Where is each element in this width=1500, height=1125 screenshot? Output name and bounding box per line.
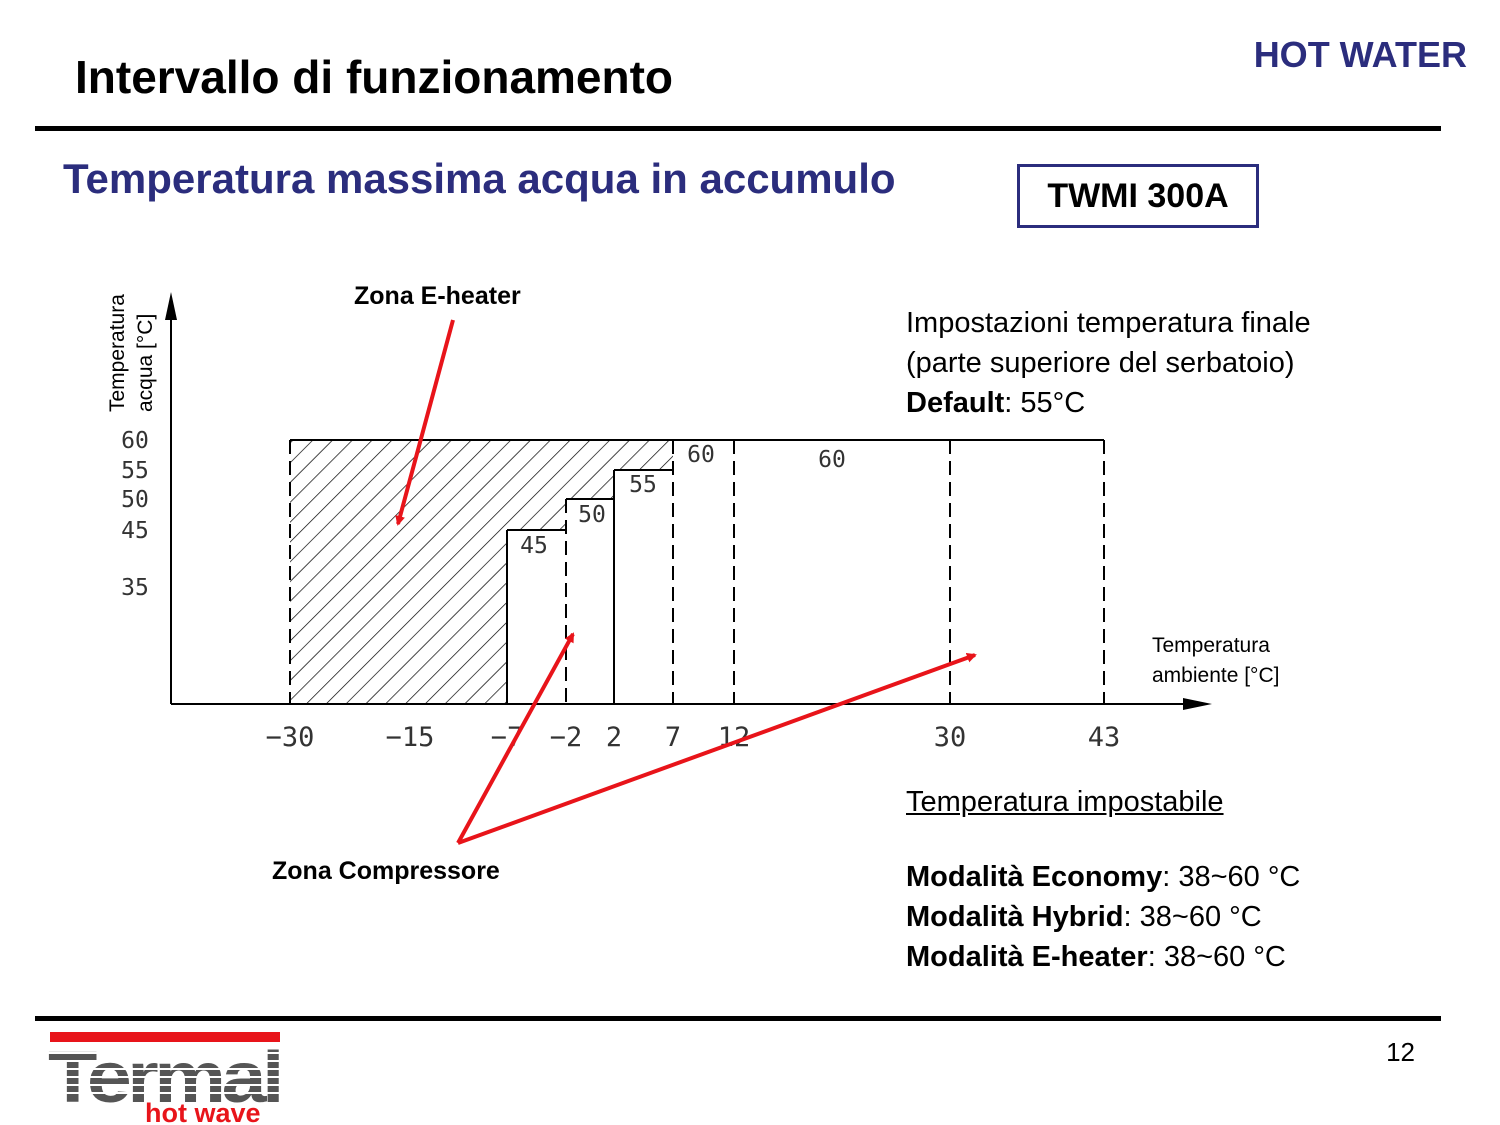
compressor-arrow-right bbox=[457, 653, 977, 845]
y-tick-label: 35 bbox=[121, 575, 149, 601]
y-tick-label: 55 bbox=[121, 458, 149, 484]
page-number: 12 bbox=[1386, 1037, 1415, 1067]
mode-range: : 38~60 °C bbox=[1123, 901, 1262, 933]
step-value-label: 45 bbox=[520, 533, 548, 559]
mode-item: Modalità E-heater: 38~60 °C bbox=[906, 937, 1300, 977]
page-title: Intervallo di funzionamento bbox=[75, 51, 674, 103]
model-badge: TWMI 300A bbox=[1017, 164, 1259, 228]
compressor-step bbox=[614, 470, 673, 704]
step-value-label: 60 bbox=[818, 447, 846, 473]
x-axis-label-1: Temperatura bbox=[1152, 634, 1270, 657]
logo-tagline: hot wave bbox=[145, 1098, 261, 1125]
mode-name: Modalità Hybrid bbox=[906, 901, 1124, 933]
x-tick-label: −15 bbox=[386, 722, 435, 753]
y-tick-label: 45 bbox=[121, 518, 149, 544]
x-tick-label: 30 bbox=[934, 722, 967, 753]
y-tick-label: 50 bbox=[121, 487, 149, 513]
setting-line-2: (parte superiore del serbatoio) bbox=[906, 347, 1295, 379]
top-divider bbox=[35, 126, 1441, 131]
termal-logo: Termal hot wave bbox=[48, 1032, 284, 1125]
setting-line-1: Impostazioni temperatura finale bbox=[906, 307, 1311, 339]
step-value-label: 55 bbox=[629, 472, 657, 498]
step-value-label: 60 bbox=[687, 442, 715, 468]
x-tick-label: −30 bbox=[266, 722, 315, 753]
x-axis-label-2: ambiente [°C] bbox=[1152, 664, 1279, 687]
step-value-label: 50 bbox=[578, 502, 606, 528]
mode-name: Modalità Economy bbox=[906, 861, 1163, 893]
e-heater-zone-label: Zona E-heater bbox=[354, 282, 521, 310]
compressor-step bbox=[673, 440, 734, 704]
x-tick-label: −2 bbox=[550, 722, 583, 753]
default-label: Default bbox=[906, 387, 1005, 419]
y-tick-label: 60 bbox=[121, 428, 149, 454]
mode-name: Modalità E-heater bbox=[906, 941, 1148, 973]
page-subtitle: Temperatura massima acqua in accumulo bbox=[63, 155, 896, 202]
settable-title: Temperatura impostabile bbox=[906, 786, 1224, 818]
x-axis-arrow-icon bbox=[1183, 698, 1212, 710]
default-value: : 55°C bbox=[1004, 387, 1086, 419]
modes-list: Modalità Economy: 38~60 °C Modalità Hybr… bbox=[906, 857, 1300, 977]
compressor-zone-label: Zona Compressore bbox=[272, 857, 500, 885]
mode-range: : 38~60 °C bbox=[1147, 941, 1286, 973]
setting-info: Impostazioni temperatura finale (parte s… bbox=[906, 303, 1311, 423]
y-axis-label-2: acqua [°C] bbox=[134, 314, 157, 412]
default-setting: Default: 55°C bbox=[906, 383, 1311, 423]
x-tick-label: 7 bbox=[665, 722, 681, 753]
mode-item: Modalità Economy: 38~60 °C bbox=[906, 857, 1300, 897]
compressor-arrow-left bbox=[456, 632, 575, 844]
x-tick-label: 2 bbox=[606, 722, 622, 753]
compressor-step bbox=[507, 530, 566, 704]
mode-item: Modalità Hybrid: 38~60 °C bbox=[906, 897, 1300, 937]
compressor-step bbox=[566, 499, 614, 704]
mode-range: : 38~60 °C bbox=[1162, 861, 1301, 893]
category-label: HOT WATER bbox=[1253, 34, 1467, 75]
x-tick-label: 43 bbox=[1088, 722, 1121, 753]
compressor-step bbox=[734, 440, 1104, 704]
y-axis-label-1: Temperatura bbox=[106, 294, 129, 412]
bottom-divider bbox=[35, 1016, 1441, 1021]
y-axis-arrow-icon bbox=[165, 292, 177, 320]
x-tick-label: −7 bbox=[491, 722, 524, 753]
e-heater-arrow bbox=[395, 319, 455, 526]
